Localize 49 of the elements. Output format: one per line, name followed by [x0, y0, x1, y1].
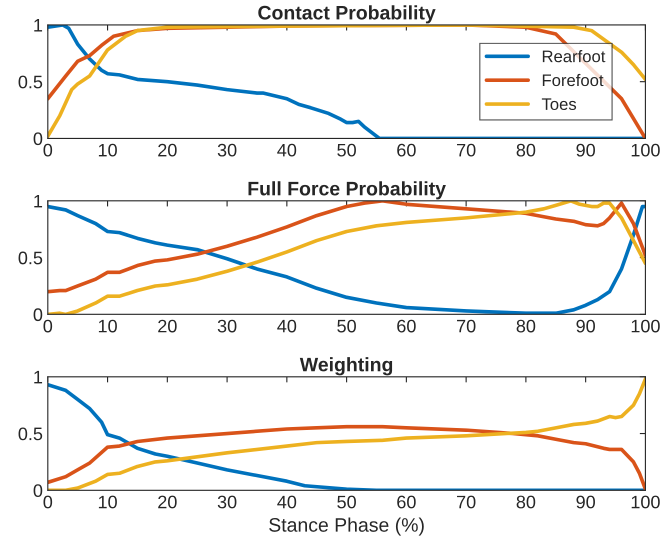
- x-tick-label: 70: [457, 320, 476, 332]
- x-tick-label: 10: [98, 496, 117, 508]
- x-axis-title: Stance Phase (%): [269, 518, 424, 536]
- x-tick-label: 70: [457, 496, 476, 508]
- legend-label: Toes: [542, 98, 576, 110]
- y-tick-label: 0.5: [18, 76, 42, 88]
- x-tick-label: 40: [277, 496, 296, 508]
- x-tick-label: 20: [158, 496, 177, 508]
- x-tick-label: 60: [397, 144, 416, 157]
- x-tick-label: 20: [158, 144, 177, 157]
- x-tick-label: 20: [158, 320, 177, 332]
- x-tick-label: 80: [516, 320, 536, 332]
- x-tick-label: 90: [576, 496, 595, 508]
- legend-label: Rearfoot: [542, 50, 606, 62]
- x-tick-label: 30: [218, 144, 236, 157]
- y-tick-label: 0.5: [18, 252, 42, 264]
- x-tick-label: 50: [337, 320, 356, 332]
- x-tick-label: 70: [457, 144, 476, 157]
- x-tick-label: 30: [218, 496, 236, 508]
- x-tick-label: 0: [43, 144, 52, 157]
- y-tick-label: 1: [34, 19, 42, 32]
- y-tick-label: 0: [34, 484, 42, 498]
- chart-title: Weighting: [300, 357, 392, 376]
- x-tick-label: 40: [277, 144, 296, 157]
- chart-title: Full Force Probability: [248, 181, 446, 200]
- x-tick-label: 0: [43, 496, 52, 508]
- y-tick-label: 1: [34, 194, 42, 208]
- x-tick-label: 40: [277, 320, 296, 332]
- legend-label: Forefoot: [542, 74, 604, 86]
- x-tick-label: 50: [337, 496, 356, 508]
- x-tick-label: 30: [218, 320, 236, 332]
- y-tick-label: 1: [34, 370, 42, 384]
- x-tick-label: 80: [516, 496, 536, 508]
- x-tick-label: 80: [516, 144, 536, 157]
- x-tick-label: 100: [632, 144, 660, 157]
- y-tick-label: 0: [34, 132, 42, 146]
- y-tick-label: 0: [34, 308, 42, 322]
- y-tick-label: 0.5: [18, 427, 42, 440]
- x-tick-label: 90: [576, 144, 595, 157]
- x-tick-label: 100: [632, 496, 660, 508]
- x-tick-label: 0: [43, 320, 52, 332]
- x-tick-label: 60: [397, 496, 416, 508]
- x-tick-label: 60: [397, 320, 416, 332]
- x-tick-label: 10: [98, 320, 117, 332]
- x-tick-label: 10: [98, 144, 117, 157]
- x-tick-label: 50: [337, 144, 356, 157]
- x-tick-label: 100: [632, 320, 660, 332]
- x-tick-label: 90: [576, 320, 595, 332]
- chart-title: Contact Probability: [258, 5, 436, 24]
